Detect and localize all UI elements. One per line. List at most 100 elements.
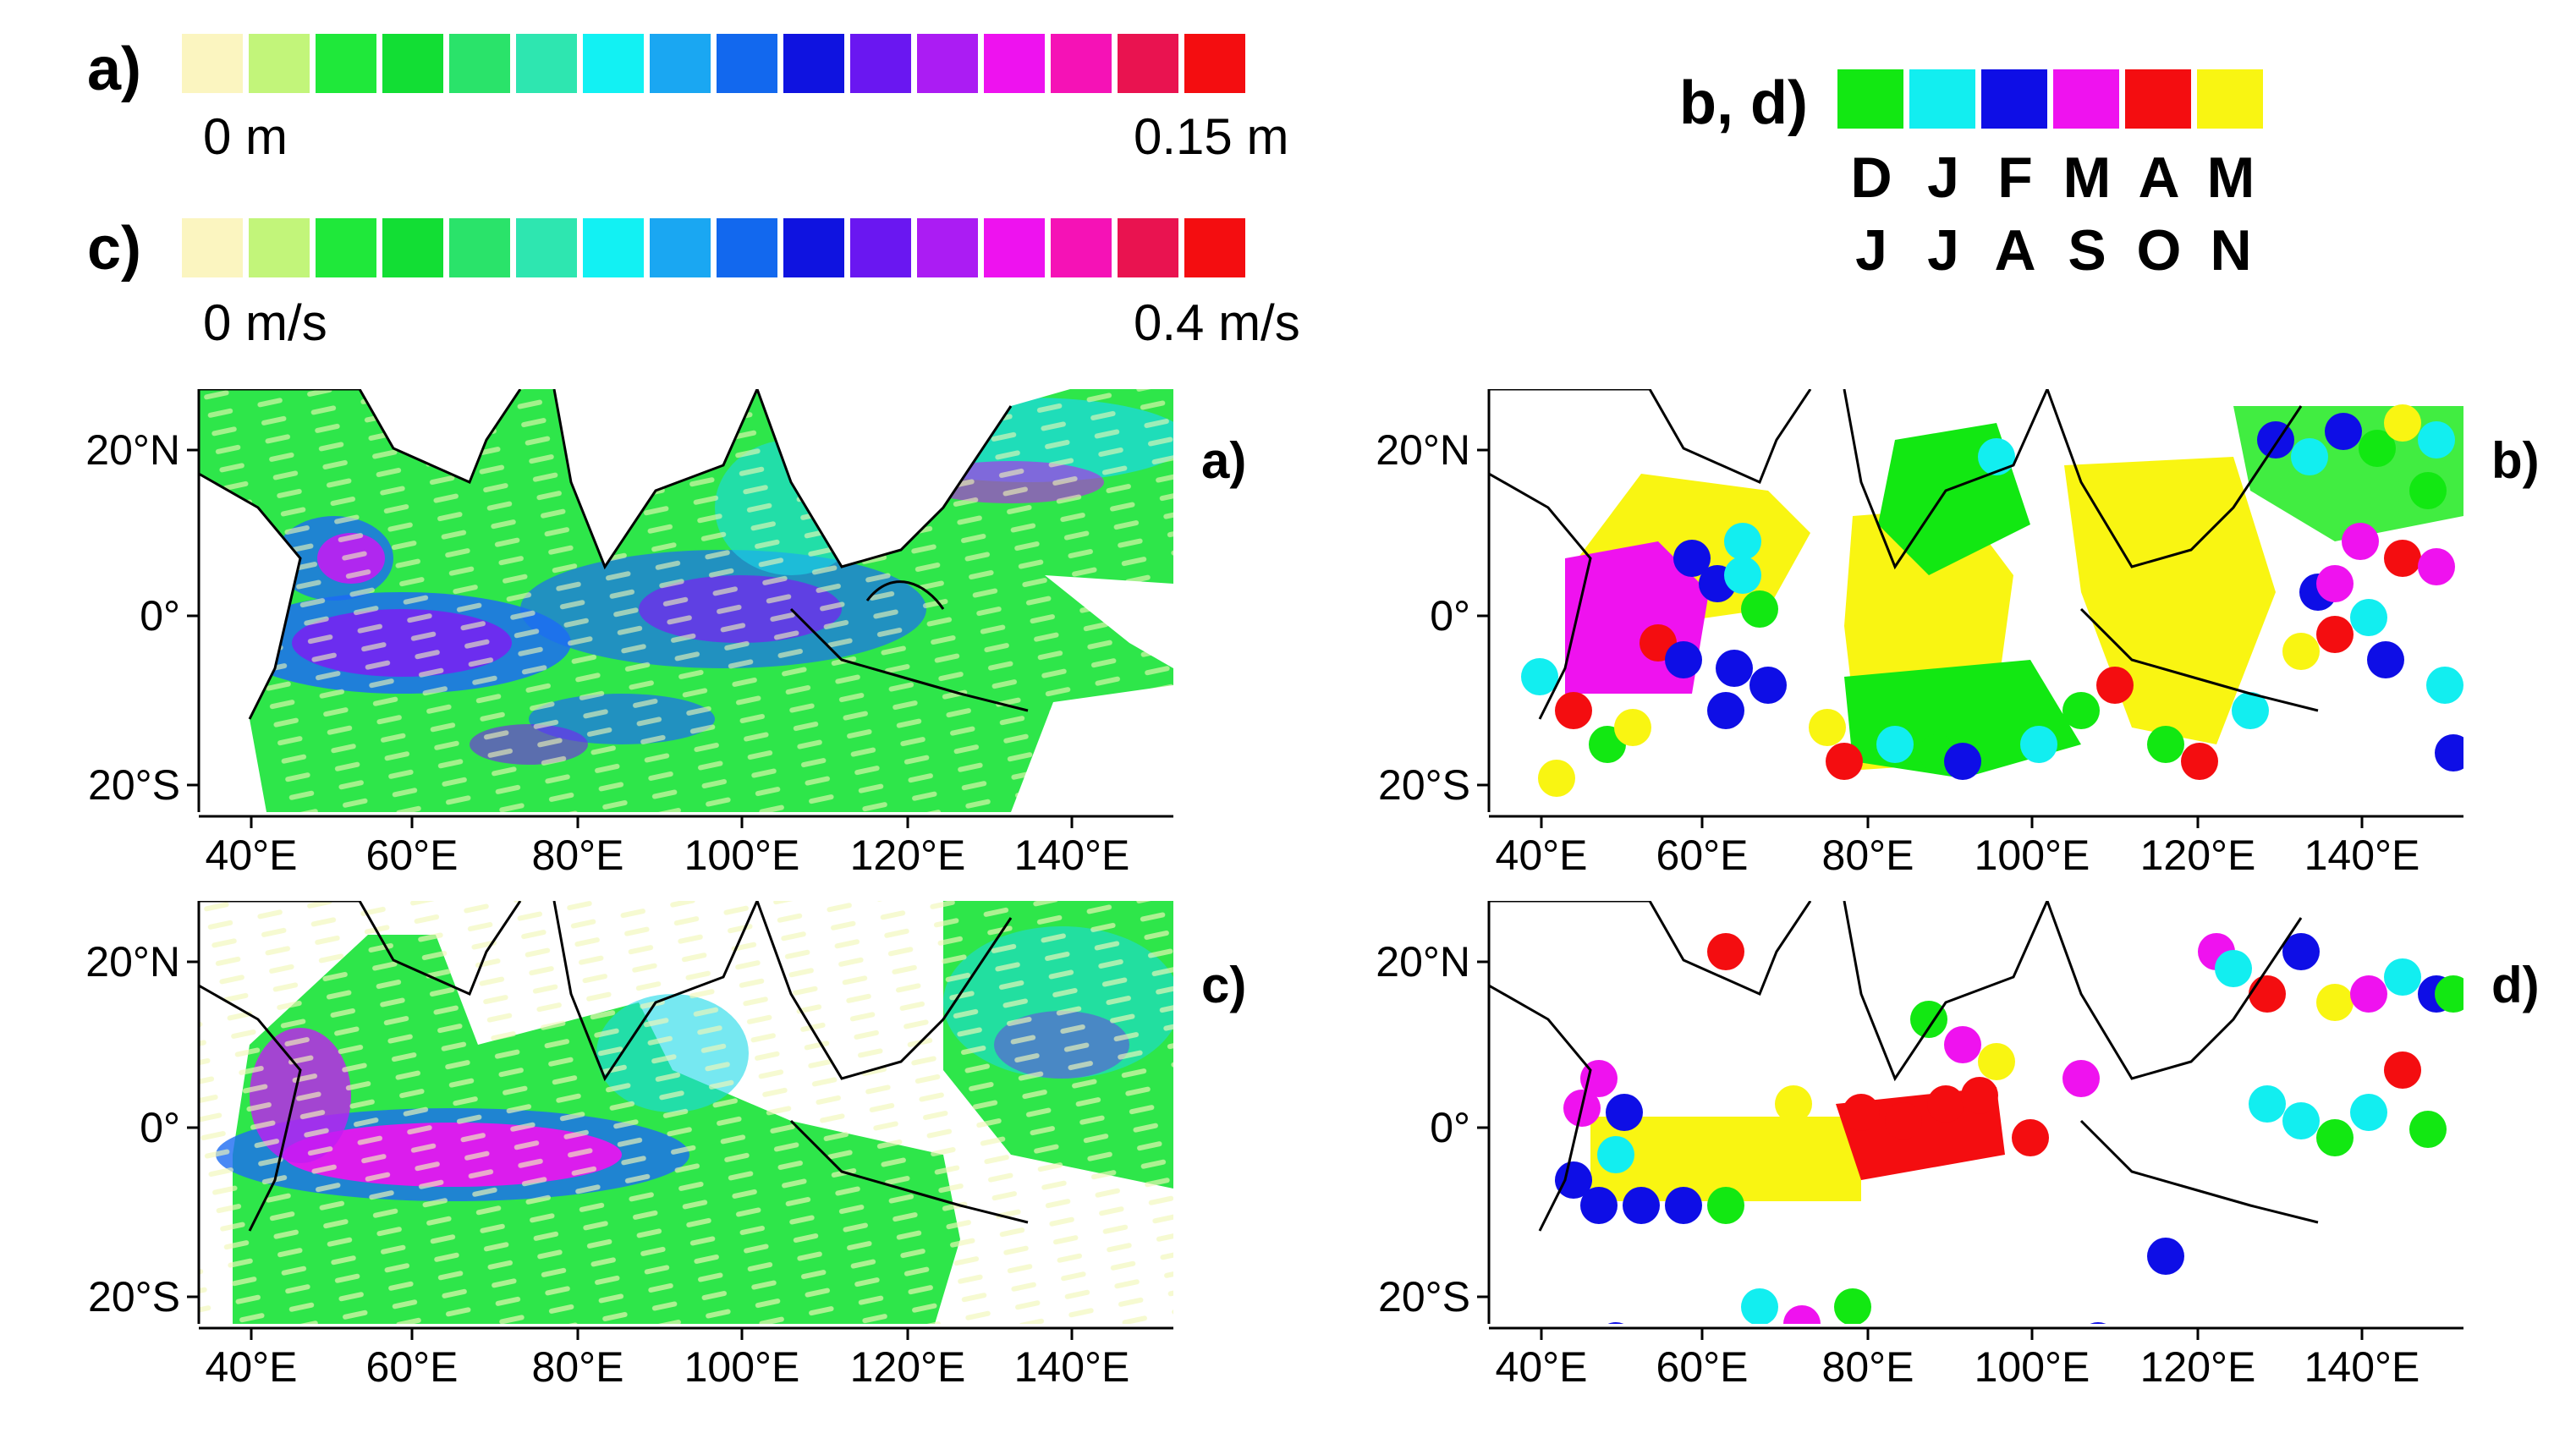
month-dot [1716, 650, 1753, 687]
month-legend-swatch [1981, 69, 2047, 129]
colorbar-a-label: a) [87, 36, 142, 103]
month-dot [1749, 667, 1787, 704]
month-dot [1665, 641, 1702, 678]
month-dot [2282, 1102, 2320, 1139]
month-letter: A [2138, 145, 2180, 210]
month-letter: J [1855, 218, 1887, 283]
month-dot [1555, 692, 1592, 729]
colorbar-a-swatch [516, 34, 577, 93]
month-dot [1843, 1094, 1880, 1131]
month-dot [1961, 1077, 1998, 1114]
month-dot [2350, 975, 2387, 1013]
colorbar-c-swatch [249, 218, 310, 277]
month-dot [1944, 1026, 1981, 1063]
month-dot [1978, 438, 2015, 475]
month-legend-swatch [2197, 69, 2263, 129]
month-dot [2435, 975, 2463, 1013]
month-letter: S [2068, 218, 2106, 283]
colorbar-a-swatch [650, 34, 711, 93]
month-dot [2282, 933, 2320, 970]
month-dot [2316, 1119, 2354, 1156]
lat-tick-label: 20°S [1378, 761, 1470, 809]
month-dot [1834, 1288, 1871, 1324]
colorbar-a-swatch [449, 34, 510, 93]
colorbar-c-swatch [316, 218, 376, 277]
lon-tick-label: 100°E [684, 832, 800, 879]
month-letter: O [2136, 218, 2182, 283]
map-panel-c [199, 901, 1173, 1324]
lon-tick-label: 80°E [532, 832, 624, 879]
lat-tick-label: 20°S [1378, 1273, 1470, 1320]
lon-tick-label: 80°E [1822, 832, 1914, 879]
lon-tick-label: 100°E [1975, 1343, 2090, 1391]
lat-tick-label: 0° [140, 592, 180, 640]
colorbar-c-swatch [850, 218, 911, 277]
month-dot [2418, 548, 2455, 585]
lat-tick-label: 20°N [1376, 426, 1470, 474]
colorbar-a-swatch [984, 34, 1045, 93]
colorbar-a-min: 0 m [203, 108, 288, 165]
colorbar-a-swatch [917, 34, 978, 93]
month-letter: M [2206, 145, 2255, 210]
month-dot [2384, 1051, 2421, 1089]
month-dot [1741, 1288, 1778, 1324]
month-dot [1724, 523, 1761, 560]
month-dot [1580, 1187, 1618, 1224]
month-dot [1741, 590, 1778, 628]
month-dot [2232, 692, 2269, 729]
colorbar-c-label: c) [87, 215, 142, 283]
month-dot [1724, 557, 1761, 594]
colorbar-c-swatch [583, 218, 644, 277]
lon-tick-label: 80°E [1822, 1343, 1914, 1391]
map-panel-d [1489, 901, 2463, 1324]
month-dot [2384, 958, 2421, 996]
month-dot [1749, 1153, 1787, 1190]
lon-tick-label: 140°E [1014, 832, 1130, 879]
colorbar-a [182, 34, 1251, 93]
colorbar-a-swatch [717, 34, 777, 93]
month-dot [2020, 726, 2057, 763]
lon-tick-label: 60°E [366, 1343, 459, 1391]
map-d-field [1489, 901, 2463, 1324]
colorbar-c-swatch [984, 218, 1045, 277]
lon-tick-label: 60°E [366, 832, 459, 879]
month-dot [2316, 984, 2354, 1021]
lon-tick-label: 140°E [2304, 1343, 2420, 1391]
colorbar-a-max: 0.15 m [1134, 108, 1289, 165]
month-dot [2012, 1119, 2049, 1156]
lat-tick-label: 20°S [88, 1273, 180, 1320]
month-dot [2062, 1060, 2100, 1097]
month-dot [1809, 709, 1846, 746]
month-dot [1885, 1102, 1922, 1139]
lon-tick-label: 120°E [2140, 832, 2256, 879]
month-dot [1826, 743, 1863, 780]
month-dot [1521, 658, 1558, 695]
colorbar-a-swatch [1184, 34, 1245, 93]
month-dot [2426, 667, 2463, 704]
lon-tick-label: 40°E [206, 1343, 298, 1391]
month-dot [2409, 1111, 2447, 1148]
map-c-field [199, 901, 1173, 1324]
month-dot [2350, 599, 2387, 636]
colorbar-c [182, 218, 1251, 277]
map-panel-b [1489, 389, 2463, 812]
month-dot [2147, 1238, 2184, 1275]
month-dot [1707, 933, 1744, 970]
month-letter: F [1997, 145, 2033, 210]
colorbar-c-swatch [382, 218, 443, 277]
month-dot [2435, 734, 2463, 771]
colorbar-c-max: 0.4 m/s [1134, 294, 1300, 351]
lat-tick-label: 0° [140, 1104, 180, 1151]
month-dot [1876, 726, 1914, 763]
lon-tick-label: 100°E [684, 1343, 800, 1391]
month-dot [1673, 540, 1711, 577]
month-dot [2090, 1322, 2106, 1324]
lon-tick-label: 80°E [532, 1343, 624, 1391]
month-legend-swatch [1909, 69, 1975, 129]
month-dot [1614, 709, 1651, 746]
month-dot [2316, 565, 2354, 602]
month-legend-swatches [1837, 69, 2269, 129]
colorbar-a-swatch [783, 34, 844, 93]
month-letter: J [1927, 145, 1959, 210]
